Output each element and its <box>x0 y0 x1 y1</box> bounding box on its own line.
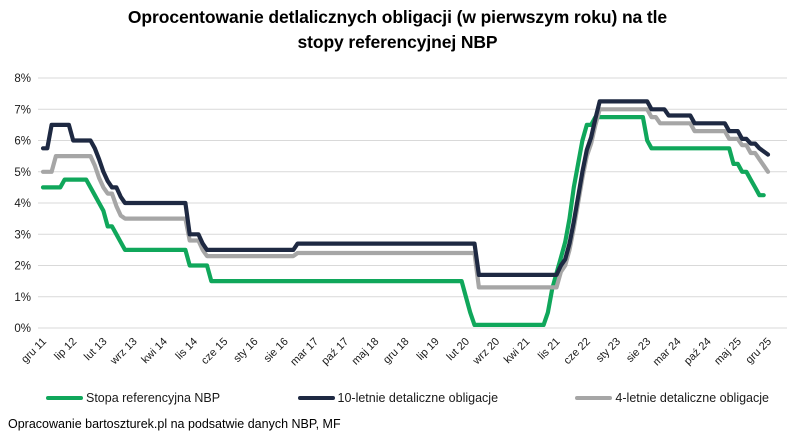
x-tick-label: cze 22 <box>562 336 593 367</box>
legend-label: 4-letnie detaliczne obligacje <box>615 391 769 405</box>
x-tick-label: cze 15 <box>199 336 230 367</box>
chart-legend: Stopa referencyjna NBP 10-letnie detalic… <box>0 391 795 405</box>
source-note: Opracowanie bartoszturek.pl na podsatwie… <box>8 417 341 431</box>
legend-label: 10-letnie detaliczne obligacje <box>337 391 499 405</box>
x-tick-label: sty 23 <box>594 336 623 365</box>
x-tick-label: wrz 13 <box>108 336 140 368</box>
y-tick-label: 2% <box>14 261 31 273</box>
x-tick-label: lis 14 <box>173 336 200 363</box>
x-tick-label: kwi 21 <box>502 336 533 367</box>
y-tick-label: 1% <box>14 292 31 304</box>
chart-title-line2: stopy referencyjnej NBP <box>297 32 498 52</box>
y-axis-tick-labels: 0% 1% 2% 3% 4% 5% 6% 7% 8% <box>14 73 31 335</box>
x-tick-label: lip 19 <box>415 336 442 363</box>
x-tick-label: kwi 14 <box>139 336 170 367</box>
x-tick-label: maj 18 <box>350 336 382 368</box>
x-tick-label: lut 20 <box>444 336 472 364</box>
y-tick-label: 8% <box>14 73 31 85</box>
legend-item-4-letnie-obligacje: 4-letnie detaliczne obligacje <box>575 391 769 405</box>
y-tick-label: 4% <box>14 198 31 210</box>
legend-item-stopa-referencyjna-nbp: Stopa referencyjna NBP <box>46 391 220 405</box>
series-line-stopa-referencyjna-nbp <box>40 114 766 327</box>
x-tick-label: mar 17 <box>288 336 321 369</box>
legend-swatch-green-line-icon <box>46 395 83 401</box>
x-tick-label: sie 23 <box>624 336 653 365</box>
x-tick-label: gru 18 <box>381 336 412 367</box>
legend-item-10-letnie-obligacje: 10-letnie detaliczne obligacje <box>297 391 499 405</box>
x-tick-label: lis 21 <box>536 336 563 363</box>
x-tick-label: gru 11 <box>19 336 49 366</box>
y-tick-label: 5% <box>14 167 31 179</box>
x-tick-label: paź 17 <box>319 336 351 368</box>
x-tick-label: sty 16 <box>231 336 260 365</box>
x-tick-label: lut 13 <box>82 336 110 364</box>
x-tick-label: sie 16 <box>262 336 291 365</box>
legend-swatch-navy-line-icon <box>297 395 335 401</box>
chart-title: Oprocentowanie detlalicznych obligacji (… <box>0 5 795 55</box>
y-tick-label: 6% <box>14 136 31 148</box>
y-tick-label: 7% <box>14 104 31 116</box>
series-line-10-letnie-obligacje <box>40 99 771 277</box>
y-tick-label: 0% <box>14 323 31 335</box>
chart-title-line1: Oprocentowanie detlalicznych obligacji (… <box>127 7 668 27</box>
x-tick-label: paź 24 <box>682 336 714 368</box>
legend-label: Stopa referencyjna NBP <box>86 391 221 405</box>
series-line-4-letnie-obligacje <box>40 107 771 290</box>
x-tick-label: mar 24 <box>651 336 684 369</box>
legend-swatch-gray-line-icon <box>575 395 613 401</box>
x-tick-label: gru 25 <box>744 336 775 367</box>
line-chart: 0%1%2%3%4%5%6%7%8%gru 11 lip 12 lut 13wrz … <box>14 73 787 369</box>
x-tick-label: lip 12 <box>52 336 79 363</box>
x-tick-label: maj 25 <box>712 336 744 368</box>
x-tick-label: wrz 20 <box>470 336 502 368</box>
y-tick-label: 3% <box>14 229 31 241</box>
